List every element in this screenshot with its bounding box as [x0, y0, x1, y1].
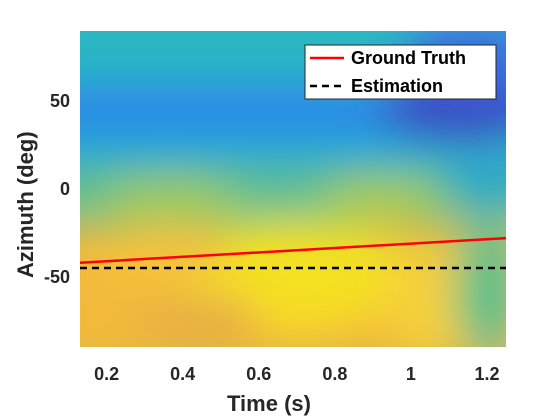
- x-tick-label: 1.2: [474, 364, 499, 384]
- x-tick-label: 0.6: [246, 364, 271, 384]
- x-tick-label: 0.4: [170, 364, 195, 384]
- y-tick-label: 50: [50, 91, 70, 111]
- x-tick-label: 1: [406, 364, 416, 384]
- x-axis-label: Time (s): [227, 391, 311, 416]
- x-tick-label: 0.2: [94, 364, 119, 384]
- x-tick-label: 0.8: [322, 364, 347, 384]
- legend-label-estimation: Estimation: [351, 76, 443, 96]
- legend-label-ground-truth: Ground Truth: [351, 48, 466, 68]
- legend: Ground Truth Estimation: [304, 44, 497, 100]
- legend-box: [304, 44, 497, 100]
- ticks-layer: 0.2 0.4 0.6 0.8 1 1.2 -50 0 50: [44, 91, 500, 384]
- series-line-ground-truth: [79, 236, 507, 264]
- y-tick-label: -50: [44, 267, 70, 287]
- y-axis-label: Azimuth (deg): [13, 131, 38, 278]
- y-tick-label: 0: [60, 179, 70, 199]
- series-layer: [79, 236, 507, 270]
